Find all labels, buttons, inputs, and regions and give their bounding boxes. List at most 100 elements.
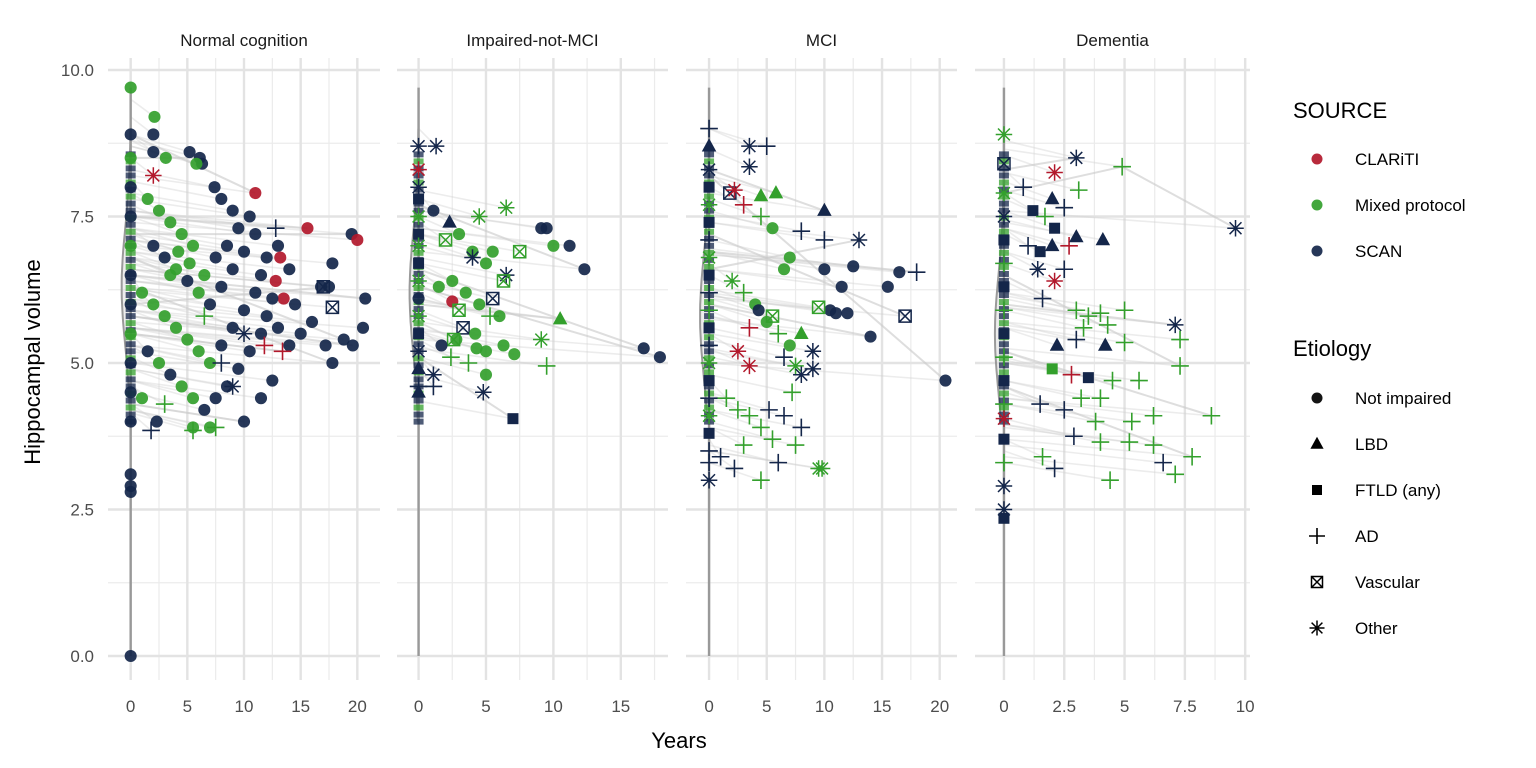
- data-point: [283, 339, 296, 352]
- data-point: [181, 274, 194, 288]
- trajectory-line: [130, 403, 245, 423]
- data-point: [237, 415, 251, 428]
- data-point: [578, 263, 591, 276]
- x-tick-label: 5: [762, 697, 771, 716]
- trajectory-line: [708, 274, 745, 294]
- data-point: [998, 328, 1010, 340]
- data-point: [459, 286, 472, 299]
- trajectory-line: [130, 133, 190, 153]
- baseline-point: [125, 397, 136, 404]
- data-point: [752, 207, 770, 226]
- data-point: [537, 357, 556, 375]
- baseline-point: [413, 418, 424, 425]
- trajectory-line: [418, 356, 514, 420]
- trajectory-line: [708, 450, 819, 470]
- data-point: [1033, 289, 1052, 308]
- trajectory-line: [708, 297, 906, 317]
- baseline-point: [125, 341, 136, 348]
- trajectory-line: [130, 368, 182, 388]
- data-point: [124, 485, 137, 498]
- data-point: [1074, 319, 1093, 337]
- data-point: [226, 321, 239, 334]
- data-point: [817, 202, 832, 216]
- trajectory-line: [708, 409, 762, 429]
- data-point: [124, 356, 137, 370]
- data-point: [768, 185, 784, 199]
- data-point: [192, 345, 205, 358]
- data-point: [224, 378, 241, 395]
- data-point: [1183, 447, 1201, 466]
- trajectory-line: [708, 332, 813, 353]
- x-tick-label: 20: [348, 697, 367, 716]
- baseline-point: [125, 193, 136, 200]
- data-point: [701, 138, 717, 152]
- trajectory-line: [418, 233, 520, 253]
- data-point: [533, 331, 550, 348]
- trajectory-line: [1003, 297, 1089, 317]
- trajectory-line: [708, 250, 785, 271]
- legend-entry: AD: [1309, 527, 1379, 546]
- data-point: [734, 436, 753, 454]
- data-point: [998, 281, 1010, 293]
- data-point: [147, 128, 160, 141]
- baseline-point: [998, 179, 1009, 186]
- trajectory-line: [130, 368, 233, 388]
- data-point: [410, 208, 427, 225]
- data-point: [435, 339, 448, 352]
- data-point: [243, 345, 256, 358]
- data-point: [792, 222, 811, 240]
- trajectory-line: [130, 332, 283, 353]
- trajectory-line: [1003, 450, 1055, 470]
- data-point: [783, 251, 796, 264]
- trajectory-line: [1003, 209, 1236, 230]
- data-point: [183, 145, 196, 159]
- trajectory-line: [1003, 438, 1193, 458]
- trajectory-line: [418, 373, 484, 394]
- trajectory-line: [130, 180, 222, 200]
- x-axis-title: Years: [651, 728, 706, 753]
- data-point: [1055, 260, 1074, 279]
- trajectory-line: [1003, 350, 1053, 370]
- baseline-point: [125, 249, 136, 256]
- trajectory-line: [708, 127, 767, 147]
- data-point: [212, 354, 231, 372]
- trajectory-line: [418, 262, 453, 282]
- data-point: [1055, 198, 1074, 217]
- legend-title: Etiology: [1293, 336, 1371, 361]
- trajectory-line: [708, 233, 906, 318]
- data-point: [700, 249, 718, 266]
- data-point: [829, 307, 842, 320]
- data-point: [850, 231, 868, 249]
- trajectory-line: [130, 291, 245, 312]
- trajectory-line: [130, 280, 366, 300]
- data-point: [1060, 237, 1078, 255]
- baseline-point: [125, 411, 136, 418]
- data-point: [752, 418, 770, 437]
- trajectory-lines: [417, 128, 661, 420]
- data-point: [1069, 229, 1084, 243]
- trajectory-line: [708, 148, 750, 168]
- trajectory-line: [708, 426, 745, 446]
- data-point: [266, 219, 285, 238]
- x-tick-label: 0: [414, 697, 423, 716]
- trajectory-line: [708, 127, 750, 147]
- baseline-point: [704, 263, 715, 270]
- baseline-point: [125, 235, 136, 242]
- data-point: [1082, 372, 1094, 384]
- data-point: [653, 351, 666, 364]
- legend-key-circle-icon: [1311, 392, 1323, 404]
- trajectory-line: [708, 347, 796, 367]
- data-point: [700, 336, 718, 355]
- data-point: [243, 210, 256, 223]
- trajectory-line: [418, 250, 585, 271]
- trajectory-line: [418, 280, 493, 300]
- trajectory-line: [1003, 327, 1106, 347]
- data-point: [1095, 232, 1111, 246]
- data-point: [995, 410, 1013, 427]
- trajectory-line: [708, 347, 750, 367]
- trajectory-line: [708, 450, 735, 470]
- trajectory-line: [418, 297, 491, 317]
- trajectory-line: [708, 409, 802, 429]
- trajectory-line: [708, 253, 900, 273]
- trajectory-line: [130, 379, 262, 399]
